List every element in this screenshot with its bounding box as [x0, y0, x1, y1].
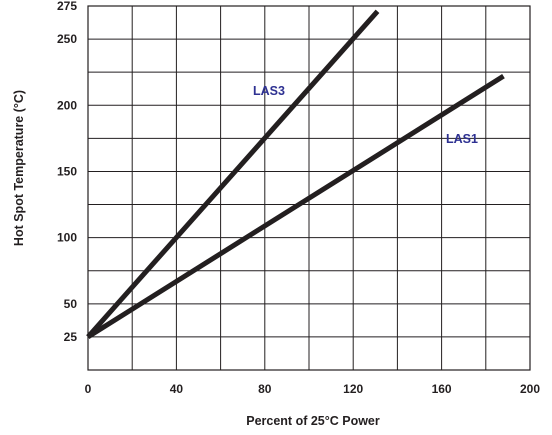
x-tick-label: 160	[432, 382, 452, 396]
plot-frame	[87, 5, 531, 371]
tick-labels: 0 40 80 120 160 200 25 50 100 150 200 250 275	[57, 0, 540, 396]
x-tick-label: 40	[170, 382, 184, 396]
y-tick-label: 100	[57, 231, 77, 245]
series-lines	[86, 9, 505, 340]
y-tick-label: 275	[57, 0, 77, 13]
series-line-las1	[86, 74, 505, 340]
grid	[87, 5, 531, 371]
series-label-las1: LAS1	[446, 132, 478, 146]
y-axis-label: Hot Spot Temperature (°C)	[12, 90, 26, 246]
x-tick-label: 0	[85, 382, 92, 396]
x-tick-label: 200	[520, 382, 540, 396]
y-tick-label: 250	[57, 32, 77, 46]
series-line-las3	[86, 9, 380, 339]
y-tick-label: 50	[64, 297, 78, 311]
y-tick-label: 150	[57, 164, 77, 178]
series-label-las3: LAS3	[253, 84, 285, 98]
x-axis-label: Percent of 25°C Power	[246, 414, 380, 428]
x-tick-label: 120	[343, 382, 363, 396]
y-tick-label: 25	[64, 330, 78, 344]
x-tick-label: 80	[258, 382, 272, 396]
series-labels: LAS3 LAS1	[253, 84, 478, 146]
y-tick-label: 200	[57, 98, 77, 112]
